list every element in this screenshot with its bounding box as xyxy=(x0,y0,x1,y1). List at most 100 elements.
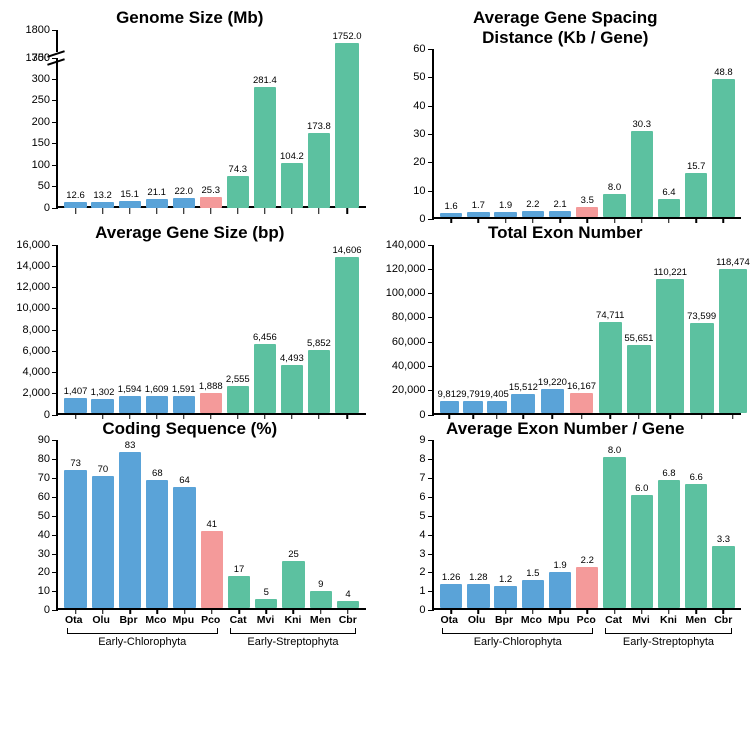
bar xyxy=(227,386,249,413)
bar xyxy=(576,207,598,217)
ytick-label: 350 xyxy=(32,52,50,64)
ytick-label: 250 xyxy=(32,94,50,106)
ytick-label: 10,000 xyxy=(16,302,50,314)
ytick-label: 50 xyxy=(38,180,50,192)
xaxis-label: Ota xyxy=(60,610,87,626)
bar xyxy=(712,79,734,217)
bar xyxy=(146,199,168,208)
bar xyxy=(541,389,565,412)
value-label: 9,405 xyxy=(485,389,509,400)
bar-wrap: 19,220 xyxy=(538,245,567,413)
ytick-label: 6 xyxy=(419,491,425,503)
value-label: 2.2 xyxy=(526,199,539,210)
xtick xyxy=(478,608,480,614)
bar-wrap: 73 xyxy=(62,440,89,608)
value-label: 173.8 xyxy=(307,121,331,132)
value-label: 41 xyxy=(207,519,218,530)
bar-wrap: 15.7 xyxy=(683,49,710,217)
bar xyxy=(549,572,571,608)
bar-wrap: 22.0 xyxy=(170,30,197,208)
bar xyxy=(282,561,304,608)
bar-wrap: 6.6 xyxy=(683,440,710,608)
xtick xyxy=(347,608,349,614)
bar-wrap: 4,493 xyxy=(278,245,305,413)
panel-coding_seq: Coding Sequence (%)010203040506070809073… xyxy=(8,419,372,649)
value-label: 2,555 xyxy=(226,374,250,385)
bar xyxy=(92,476,114,608)
value-label: 73 xyxy=(70,458,81,469)
bar xyxy=(440,584,462,608)
bar xyxy=(603,194,625,217)
ytick-label: 16,000 xyxy=(16,239,50,251)
value-label: 83 xyxy=(125,440,136,451)
bar-wrap: 1,609 xyxy=(143,245,170,413)
ytick-label: 120,000 xyxy=(386,263,426,275)
xtick xyxy=(266,608,268,614)
ytick-label: 0 xyxy=(419,604,425,616)
value-label: 48.8 xyxy=(714,67,733,78)
chart-title: Genome Size (Mb) xyxy=(8,8,372,28)
value-label: 6.0 xyxy=(635,483,648,494)
bar-wrap: 1.2 xyxy=(492,440,519,608)
bar xyxy=(656,279,684,413)
chart-title: Average Exon Number / Gene xyxy=(384,419,748,439)
ytick-label: 40 xyxy=(413,100,425,112)
xtick xyxy=(532,608,534,614)
ytick-label: 4,000 xyxy=(22,366,50,378)
ytick-label: 140,000 xyxy=(386,239,426,251)
xtick xyxy=(210,208,212,214)
bar-wrap: 1.9 xyxy=(492,49,519,217)
value-label: 64 xyxy=(179,475,190,486)
xtick xyxy=(264,208,266,214)
ytick-label: 20 xyxy=(413,156,425,168)
group-label: Early-Streptophyta xyxy=(623,634,714,648)
bar xyxy=(173,487,195,608)
bar-wrap: 41 xyxy=(198,440,225,608)
ytick-label: 2 xyxy=(419,566,425,578)
value-label: 17 xyxy=(234,564,245,575)
chart-grid: Genome Size (Mb)170018000501001502002503… xyxy=(8,8,747,648)
chart-title: Average Gene SpacingDistance (Kb / Gene) xyxy=(384,8,748,47)
bar-wrap: 281.4 xyxy=(251,30,278,208)
bar xyxy=(603,457,625,608)
bar-wrap: 110,221 xyxy=(653,245,687,413)
value-label: 104.2 xyxy=(280,151,304,162)
panel-genome_size: Genome Size (Mb)170018000501001502002503… xyxy=(8,8,372,219)
xtick xyxy=(614,608,616,614)
panel-exon_number: Total Exon Number020,00040,00060,00080,0… xyxy=(384,223,748,415)
bar xyxy=(173,198,195,207)
bar-wrap: 2.2 xyxy=(574,440,601,608)
bar-wrap: 4 xyxy=(334,440,361,608)
panel-exon_per_gene: Average Exon Number / Gene01234567891.26… xyxy=(384,419,748,649)
bar-wrap: 1,888 xyxy=(197,245,224,413)
xtick xyxy=(587,608,589,614)
chart-title: Total Exon Number xyxy=(384,223,748,243)
bar xyxy=(64,398,86,413)
bar-wrap: 104.2 xyxy=(278,30,305,208)
bar-wrap: 1.5 xyxy=(519,440,546,608)
ytick-label: 4 xyxy=(419,529,425,541)
bar xyxy=(685,173,707,217)
bar-wrap: 1.26 xyxy=(438,440,465,608)
ytick-label: 80,000 xyxy=(392,311,426,323)
value-label: 6.8 xyxy=(662,468,675,479)
bar-wrap: 2.2 xyxy=(519,49,546,217)
value-label: 15,512 xyxy=(509,382,538,393)
xtick xyxy=(320,608,322,614)
group-brackets: Early-ChlorophytaEarly-Streptophyta xyxy=(432,628,742,648)
bars: 1.261.281.21.51.92.28.06.06.86.63.3 xyxy=(434,440,742,608)
panel-gene_spacing: Average Gene SpacingDistance (Kb / Gene)… xyxy=(384,8,748,219)
bar-wrap: 1,594 xyxy=(116,245,143,413)
bar xyxy=(631,495,653,608)
value-label: 3.5 xyxy=(581,195,594,206)
value-label: 5 xyxy=(264,587,269,598)
xtick xyxy=(156,208,158,214)
value-label: 4 xyxy=(345,589,350,600)
value-label: 1.9 xyxy=(553,560,566,571)
bar-wrap: 3.3 xyxy=(710,440,737,608)
bar-wrap: 9,405 xyxy=(485,245,509,413)
bar xyxy=(487,401,507,412)
bar-wrap: 21.1 xyxy=(143,30,170,208)
bar xyxy=(335,257,359,412)
xtick xyxy=(559,608,561,614)
